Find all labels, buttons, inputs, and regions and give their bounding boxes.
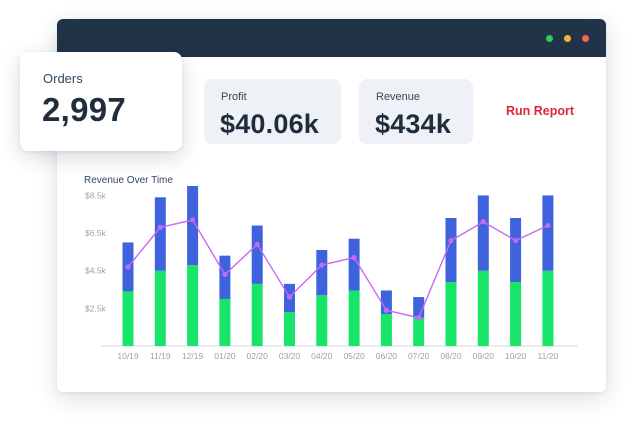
run-report-button[interactable]: Run Report <box>506 104 575 118</box>
trend-point <box>222 271 228 278</box>
chart-title: Revenue Over Time <box>84 175 173 186</box>
bar-blue <box>154 197 166 271</box>
bar-blue <box>510 218 522 282</box>
bar-blue <box>348 238 360 291</box>
trend-point <box>190 217 196 223</box>
bar-green <box>284 312 295 346</box>
trend-point <box>157 224 163 231</box>
trend-point <box>513 237 519 244</box>
orders-card: Orders 2,997 <box>20 52 182 151</box>
bar-green <box>542 270 554 346</box>
bar-green <box>510 282 522 346</box>
profit-card: Profit $40.06k <box>204 79 341 144</box>
profit-value: $40.06k <box>220 109 319 139</box>
bar-blue <box>477 195 489 271</box>
orders-label: Orders <box>43 71 83 86</box>
report-window: Profit $40.06k Revenue $434k Run Report … <box>57 19 606 392</box>
bar-green <box>445 282 457 346</box>
x-tick-label: 05/20 <box>343 351 365 361</box>
bar-green <box>251 283 263 346</box>
trend-point <box>286 294 293 300</box>
revenue-chart: $8.5k $6.5k $4.5k $2.5k 10/19 11/19 12/19 01/20… <box>85 186 578 361</box>
bar-green <box>154 270 166 346</box>
revenue-card: Revenue $434k <box>359 79 473 144</box>
bar-green <box>380 314 392 346</box>
bar-green <box>477 270 489 346</box>
bar-green <box>348 290 360 346</box>
bar-green <box>122 291 134 346</box>
x-tick-label: 08/20 <box>440 351 462 361</box>
trend-point <box>480 219 486 225</box>
window-titlebar <box>57 19 606 57</box>
trend-point <box>545 222 551 229</box>
trend-point <box>351 254 357 261</box>
trend-point <box>416 315 422 321</box>
revenue-value: $434k <box>375 109 452 139</box>
x-tick-label: 03/20 <box>279 351 301 361</box>
bar-green <box>316 295 328 346</box>
bar-blue <box>251 225 263 284</box>
x-tick-label: 09/20 <box>473 351 495 361</box>
y-tick-label: $6.5k <box>85 228 107 238</box>
maximize-icon[interactable] <box>546 35 553 42</box>
bar-blue <box>445 218 457 282</box>
x-tick-label: 04/20 <box>311 351 333 361</box>
trend-point <box>254 241 260 247</box>
bar-green <box>187 265 199 346</box>
y-tick-label: $4.5k <box>85 266 107 276</box>
bar-blue <box>380 290 392 314</box>
x-tick-label: 06/20 <box>376 351 398 361</box>
revenue-label: Revenue <box>376 91 421 103</box>
x-tick-label: 10/20 <box>505 351 527 361</box>
bar-blue <box>187 186 199 266</box>
revenue-trend-line <box>127 219 549 319</box>
trend-point <box>383 307 389 313</box>
bar-blue <box>219 255 231 299</box>
trend-point <box>448 237 454 244</box>
x-tick-label: 02/20 <box>247 351 269 361</box>
profit-label: Profit <box>221 91 247 103</box>
close-icon[interactable] <box>582 35 589 42</box>
bar-green <box>219 298 231 346</box>
x-tick-label: 07/20 <box>408 351 430 361</box>
y-tick-label: $8.5k <box>85 190 107 200</box>
bar-blue <box>542 195 554 271</box>
trend-point <box>125 264 131 270</box>
orders-value: 2,997 <box>42 91 127 128</box>
x-tick-label: 11/19 <box>150 351 171 361</box>
bar-green <box>413 317 425 346</box>
bar-blue <box>316 250 328 296</box>
trend-point <box>319 262 325 268</box>
minimize-icon[interactable] <box>564 35 571 42</box>
y-tick-label: $2.5k <box>85 303 107 313</box>
x-tick-label: 11/20 <box>538 351 559 361</box>
x-tick-label: 01/20 <box>214 351 236 361</box>
x-tick-label: 10/19 <box>117 351 139 361</box>
bar-blue <box>413 297 425 318</box>
x-tick-label: 12/19 <box>182 351 204 361</box>
